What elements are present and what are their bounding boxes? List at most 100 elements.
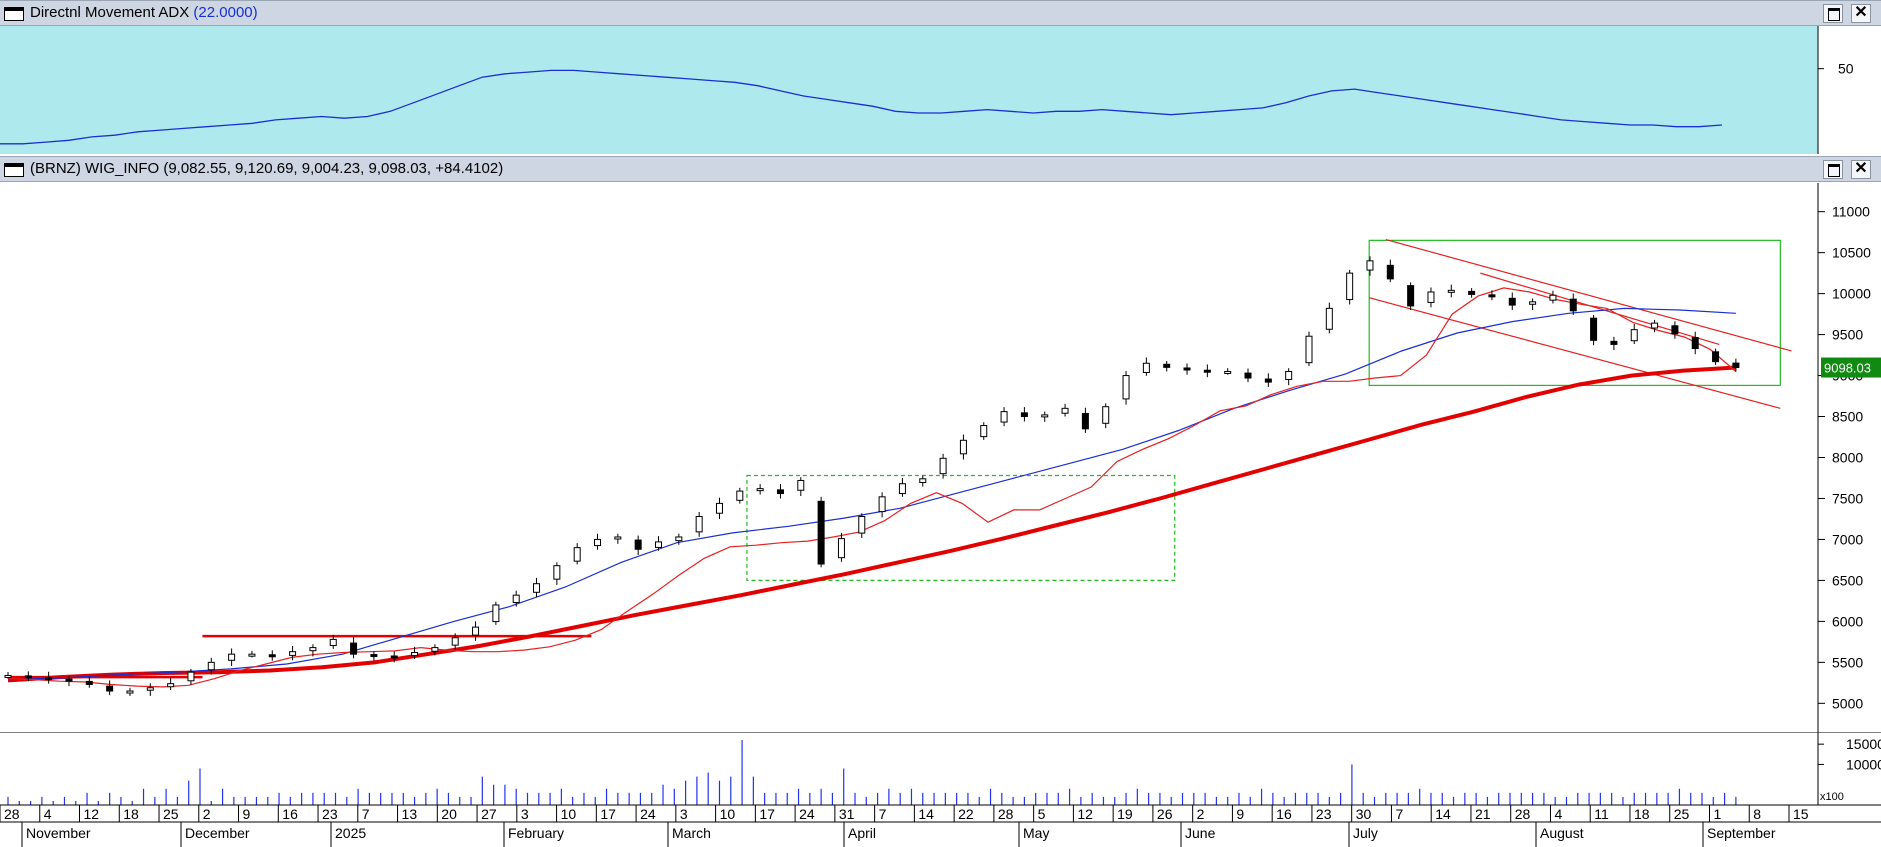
x-day-label: 25 [1674,806,1690,822]
last-price-tag [1821,357,1881,378]
candle-body [1325,307,1333,330]
window-menu-icon[interactable] [4,163,24,177]
x-day-label: 3 [521,806,529,822]
candle-body [431,647,439,652]
candle-body [1630,329,1638,342]
candle-body [715,502,723,514]
adx-chart: 50 [0,26,1854,154]
x-day-label: 31 [839,806,855,822]
x-day-label: 24 [799,806,815,822]
candle-body [1041,414,1049,418]
price-tick-label: 6000 [1832,613,1863,629]
x-month-label: April [848,825,876,841]
candle-body [268,654,276,658]
candle-body [1468,290,1476,295]
x-month-label: February [508,825,564,841]
x-day-label: 10 [561,806,577,822]
x-day-label: 2 [203,806,211,822]
maximize-icon[interactable] [1823,160,1843,179]
candle-body [309,647,317,652]
x-day-label: 13 [402,806,418,822]
volume-tick-label: 10000 [1846,756,1881,772]
x-day-label: 18 [123,806,139,822]
candle-body [736,490,744,501]
candle-body [1549,294,1557,301]
x-month-label: March [672,825,711,841]
x-day-label: 30 [1356,806,1372,822]
channel-mid-line [1480,272,1720,345]
candle-body [492,604,500,623]
candle-body [1183,367,1191,371]
candle-body [1102,406,1110,424]
candle-body [126,690,134,694]
x-day-label: 7 [1395,806,1403,822]
x-day-label: 23 [1316,806,1332,822]
price-tick-label: 11000 [1832,204,1870,220]
x-day-label: 7 [879,806,887,822]
x-day-label: 5 [1038,806,1046,822]
x-day-label: 16 [282,806,298,822]
x-day-label: 2 [1197,806,1205,822]
candle-body [106,685,114,692]
ma-short-line [7,287,1737,688]
candle-body [756,488,764,492]
candle-body [614,536,622,540]
x-month-label: November [26,825,91,841]
candle-body [1529,301,1537,305]
candle-body [1508,297,1516,306]
candle-body [1610,340,1618,345]
x-day-label: 7 [362,806,370,822]
candle-body [350,642,358,655]
price-tick-label: 10500 [1832,245,1871,261]
x-day-label: 24 [640,806,656,822]
candle-body [4,674,12,678]
volume-chart: 1500010000x10028412182529162371320273101… [0,732,1881,847]
candle-body [1346,272,1354,301]
x-day-label: 21 [1475,806,1491,822]
candle-body [1407,285,1415,307]
adx-panel-titlebar: Directnl Movement ADX (22.0000) ✕ [0,0,1881,26]
window-menu-icon[interactable] [4,7,24,21]
candle-body [65,678,73,682]
candle-body [1061,407,1069,414]
channel-lower-line [1369,297,1781,409]
candle-body [898,483,906,495]
x-day-label: 3 [680,806,688,822]
x-day-label: 12 [84,806,100,822]
last-price-label: 9098.03 [1824,361,1871,376]
candle-body [24,675,32,679]
candle-body [695,515,703,533]
candle-body [858,515,866,534]
x-day-label: 17 [600,806,616,822]
candle-body [837,538,845,559]
price-tick-label: 7500 [1832,490,1863,506]
candle-body [919,478,927,483]
candle-body [1386,264,1394,280]
price-tick-label: 5500 [1832,654,1863,670]
maximize-icon[interactable] [1823,4,1843,23]
x-month-label: August [1540,825,1584,841]
price-tick-label: 9500 [1832,327,1863,343]
candle-body [797,479,805,491]
candle-body [187,671,195,682]
price-tick-label: 5000 [1832,695,1863,711]
close-icon[interactable]: ✕ [1851,4,1871,23]
x-month-label: June [1185,825,1216,841]
candle-body [1305,335,1313,364]
candle-body [329,638,337,647]
close-icon[interactable]: ✕ [1851,160,1871,179]
price-tick-label: 8000 [1832,450,1863,466]
x-day-label: 23 [322,806,338,822]
candle-body [45,677,53,681]
volume-multiplier: x100 [1820,791,1844,803]
candle-body [1712,351,1720,363]
x-month-label: 2025 [335,825,366,841]
x-day-label: 17 [759,806,775,822]
candle-body [1447,289,1455,293]
candle-body [1264,378,1272,383]
candle-body [411,652,419,657]
candle-body [959,439,967,455]
x-day-label: 11 [1594,806,1609,822]
candle-body [1285,370,1293,380]
x-month-label: September [1707,825,1776,841]
